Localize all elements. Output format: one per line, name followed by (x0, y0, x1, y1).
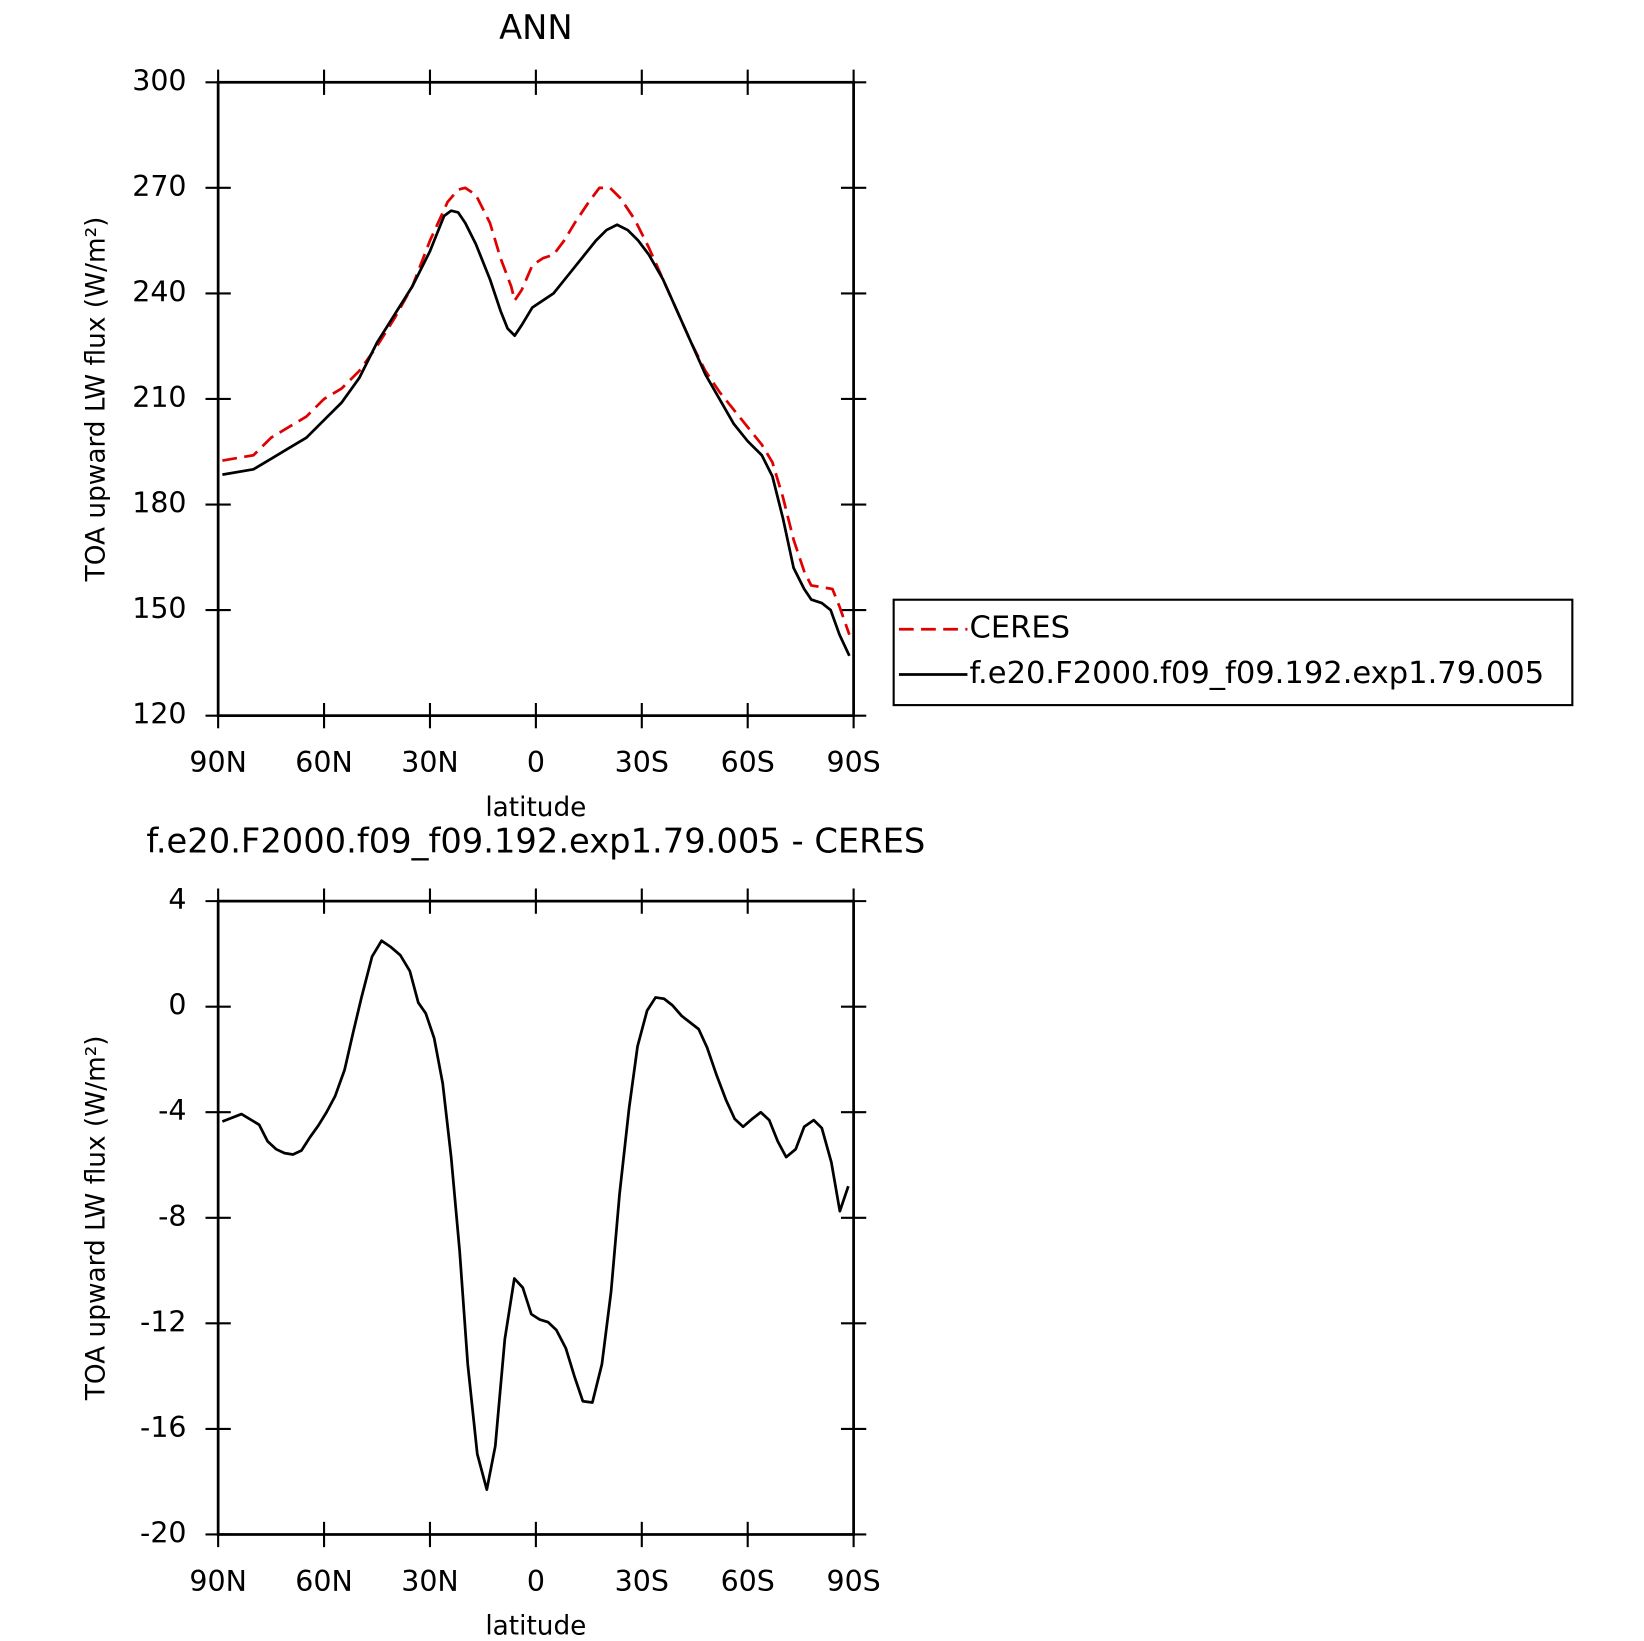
x-tick-label: 60N (295, 1565, 352, 1598)
data-line (222, 186, 851, 636)
y-tick-label: 180 (132, 487, 186, 520)
y-tick-label: 0 (168, 989, 186, 1022)
x-axis-label: latitude (485, 793, 586, 823)
y-tick-label: 210 (132, 381, 186, 414)
x-tick-label: 60N (295, 746, 352, 779)
x-tick-label: 30S (615, 746, 669, 779)
y-tick-label: -4 (158, 1094, 186, 1127)
x-tick-label: 0 (527, 746, 545, 779)
chart-title: ANN (499, 8, 573, 47)
y-tick-label: -8 (158, 1200, 186, 1233)
x-tick-label: 90N (189, 746, 246, 779)
x-tick-label: 90S (826, 746, 880, 779)
x-tick-label: 30N (401, 1565, 458, 1598)
y-axis-label: TOA upward LW flux (W/m²) (81, 217, 111, 583)
chart-title: f.e20.F2000.f09_f09.192.exp1.79.005 - CE… (146, 822, 925, 861)
legend-label: f.e20.F2000.f09_f09.192.exp1.79.005 (970, 656, 1545, 691)
x-tick-label: 90S (826, 1565, 880, 1598)
x-tick-label: 30S (615, 1565, 669, 1598)
x-tick-label: 90N (189, 1565, 246, 1598)
x-tick-label: 30N (401, 746, 458, 779)
y-tick-label: -12 (140, 1305, 186, 1338)
y-tick-label: 300 (132, 64, 186, 97)
x-axis-label: latitude (485, 1612, 586, 1641)
x-tick-label: 0 (527, 1565, 545, 1598)
x-tick-label: 60S (721, 746, 775, 779)
x-tick-label: 60S (721, 1565, 775, 1598)
y-axis-label: TOA upward LW flux (W/m²) (81, 1035, 111, 1401)
legend-box (892, 598, 1574, 707)
data-line (222, 209, 851, 657)
y-tick-label: -20 (140, 1516, 186, 1549)
plot-frame (216, 80, 855, 718)
y-tick-label: 120 (132, 698, 186, 731)
y-tick-label: 4 (168, 883, 186, 916)
y-tick-label: 270 (132, 170, 186, 203)
y-tick-label: -16 (140, 1411, 186, 1444)
y-tick-label: 150 (132, 592, 186, 625)
legend-label: CERES (970, 611, 1071, 646)
data-line (221, 939, 850, 1491)
plot-frame (216, 899, 855, 1536)
y-tick-label: 240 (132, 275, 186, 308)
